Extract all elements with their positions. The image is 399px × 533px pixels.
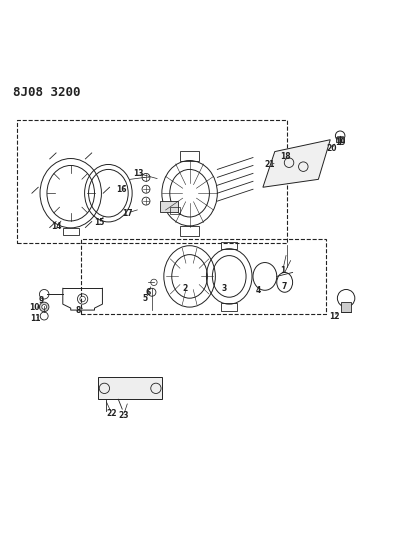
Bar xyxy=(180,225,200,236)
Text: 12: 12 xyxy=(329,312,340,321)
Text: 23: 23 xyxy=(118,411,128,420)
Text: 14: 14 xyxy=(51,222,61,231)
Text: 22: 22 xyxy=(106,409,117,417)
Text: 3: 3 xyxy=(222,284,227,293)
Text: 20: 20 xyxy=(327,144,337,154)
Text: 13: 13 xyxy=(133,169,143,178)
Text: 17: 17 xyxy=(122,208,133,217)
Text: 21: 21 xyxy=(265,160,275,169)
Bar xyxy=(336,137,344,142)
Bar xyxy=(180,151,200,161)
Text: 7: 7 xyxy=(281,282,286,291)
Bar xyxy=(341,302,351,312)
Text: 9: 9 xyxy=(38,296,43,305)
Text: 4: 4 xyxy=(255,286,261,295)
Text: 10: 10 xyxy=(29,303,40,312)
Bar xyxy=(81,239,326,314)
Text: 16: 16 xyxy=(116,185,127,193)
Text: 8: 8 xyxy=(76,306,81,316)
Bar xyxy=(17,120,286,243)
Text: 18: 18 xyxy=(280,152,291,161)
Text: 1: 1 xyxy=(280,266,285,275)
Bar xyxy=(160,201,178,212)
Text: 5: 5 xyxy=(143,294,148,303)
Bar xyxy=(99,377,162,399)
Circle shape xyxy=(40,302,49,312)
Text: 6: 6 xyxy=(145,288,150,297)
Text: 2: 2 xyxy=(182,284,188,293)
Circle shape xyxy=(42,304,47,309)
Text: 8J08 3200: 8J08 3200 xyxy=(13,86,81,99)
Bar xyxy=(170,207,180,214)
Bar xyxy=(221,241,237,249)
Bar xyxy=(63,228,79,235)
Polygon shape xyxy=(263,140,330,187)
Text: 15: 15 xyxy=(95,217,105,227)
Bar xyxy=(221,303,237,311)
Text: 19: 19 xyxy=(335,138,346,147)
Text: 11: 11 xyxy=(30,314,40,324)
